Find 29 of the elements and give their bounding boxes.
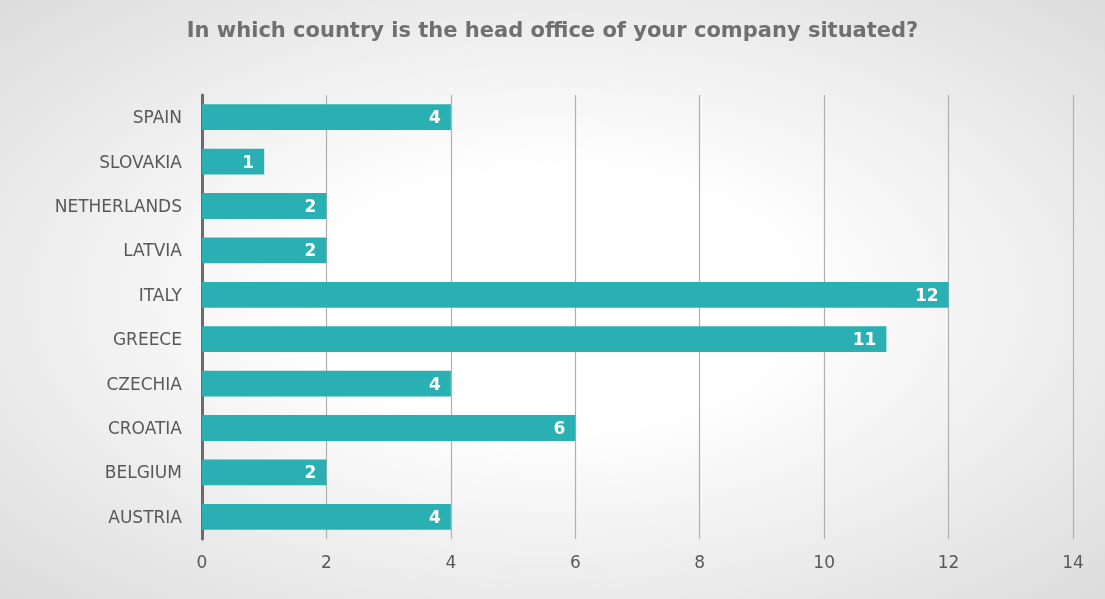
x-tick-label: 2	[321, 551, 332, 572]
x-tick-label: 10	[813, 551, 835, 572]
data-label: 4	[429, 373, 442, 394]
y-tick-label: BELGIUM	[104, 462, 182, 483]
y-tick-label: GREECE	[112, 329, 182, 350]
data-label: 4	[429, 506, 442, 527]
y-tick-label: AUSTRIA	[108, 506, 183, 527]
y-tick-label: LATVIA	[123, 240, 183, 261]
y-tick-label: NETHERLANDS	[54, 196, 182, 216]
y-tick-label: ITALY	[138, 284, 183, 305]
y-tick-label: CROATIA	[107, 418, 183, 438]
data-label: 2	[304, 240, 317, 261]
data-label: 1	[242, 151, 255, 172]
y-tick-label: SLOVAKIA	[99, 151, 183, 172]
data-label: 11	[852, 329, 877, 350]
data-label: 12	[914, 284, 939, 305]
data-label: 4	[429, 107, 442, 128]
chart-title: In which country is the head office of your company situated?	[186, 17, 919, 42]
data-label: 2	[304, 196, 317, 216]
x-tick-label: 14	[1062, 551, 1084, 572]
y-tick-label: SPAIN	[132, 107, 182, 128]
x-tick-label: 0	[196, 551, 208, 572]
x-tick-label: 4	[445, 551, 457, 572]
x-tick-label: 8	[694, 551, 706, 572]
x-tick-label: 12	[937, 551, 960, 572]
data-label: 2	[304, 462, 317, 483]
x-tick-label: 6	[569, 551, 581, 572]
data-label: 6	[553, 418, 566, 438]
y-tick-label: CZECHIA	[106, 373, 183, 394]
